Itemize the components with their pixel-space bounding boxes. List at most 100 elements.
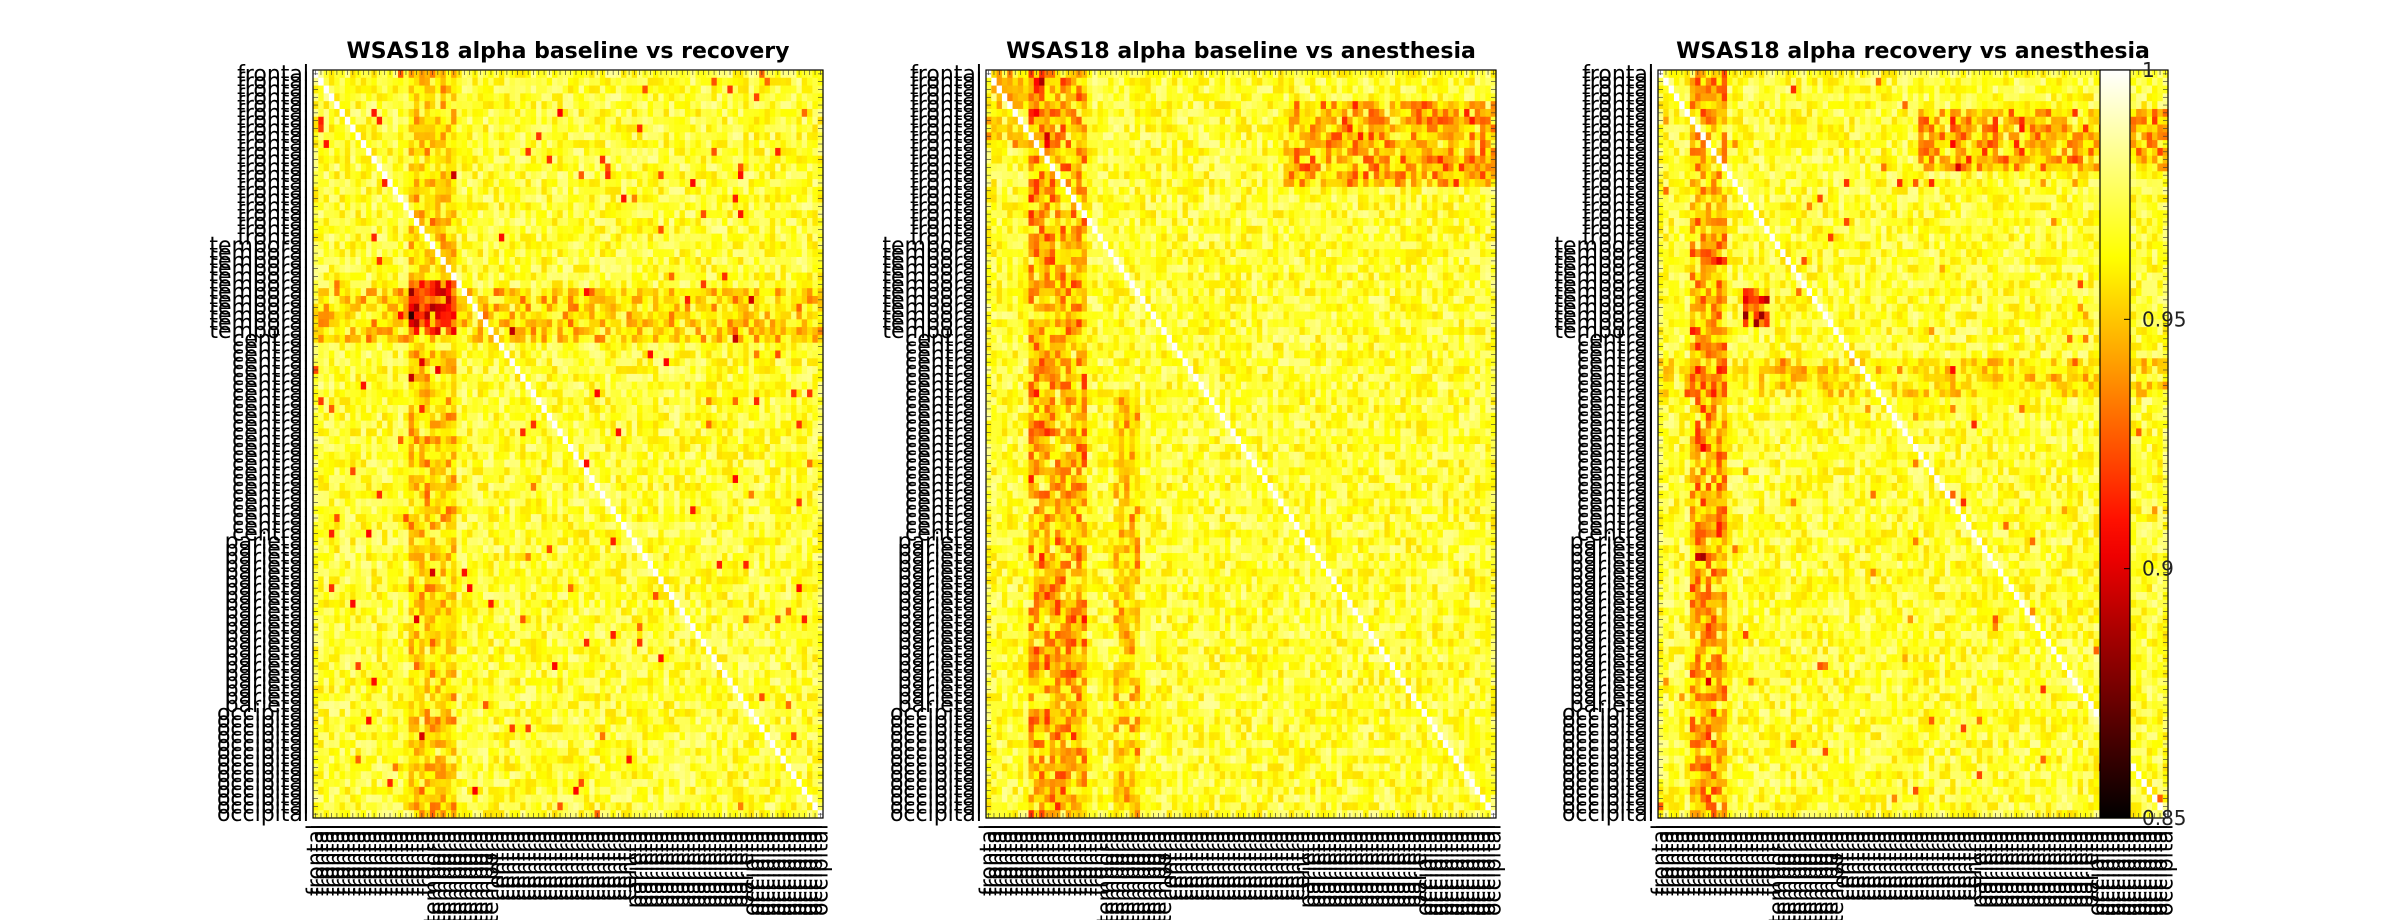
heatmap-cell <box>440 132 447 141</box>
heatmap-cell <box>578 233 585 243</box>
heatmap-cell <box>663 225 670 235</box>
heatmap-cell <box>504 85 511 94</box>
heatmap-cell <box>339 257 346 266</box>
heatmap-cell <box>738 210 744 219</box>
heatmap-cell <box>637 85 643 94</box>
heatmap-cell <box>653 319 659 328</box>
heatmap-cell <box>472 155 479 165</box>
heatmap-cell <box>716 311 723 320</box>
heatmap-cell <box>440 436 447 445</box>
heatmap-cell <box>472 467 479 476</box>
heatmap-cell <box>599 327 606 336</box>
heatmap-cell <box>525 420 532 430</box>
heatmap-cell <box>541 108 548 118</box>
heatmap-cell <box>376 272 383 281</box>
heatmap-cell <box>642 202 649 211</box>
heatmap-cell <box>626 428 633 437</box>
heatmap-cell <box>398 350 404 359</box>
heatmap-cell <box>541 381 548 391</box>
heatmap-cell <box>456 288 463 297</box>
heatmap-cell <box>350 358 357 367</box>
heatmap-cell <box>695 241 702 250</box>
heatmap-cell <box>318 350 325 359</box>
heatmap-cell <box>536 241 543 250</box>
heatmap-cell <box>429 280 436 289</box>
heatmap-cell <box>334 467 341 476</box>
heatmap-cell <box>769 444 776 453</box>
heatmap-cell <box>631 366 638 375</box>
heatmap-cell <box>445 342 452 352</box>
heatmap-cell <box>323 101 330 110</box>
heatmap-cell <box>626 389 633 398</box>
heatmap-cell <box>366 202 373 211</box>
heatmap-cell <box>424 186 431 196</box>
heatmap-cell <box>568 257 574 266</box>
heatmap-cell <box>722 179 728 188</box>
heatmap-cell <box>483 77 489 87</box>
heatmap-cell <box>684 171 691 180</box>
heatmap-cell <box>424 233 431 243</box>
heatmap-cell <box>732 342 739 352</box>
heatmap-cell <box>653 101 659 110</box>
heatmap-cell <box>626 405 633 414</box>
heatmap-cell <box>419 147 426 157</box>
heatmap-cell <box>684 77 691 87</box>
heatmap-cell <box>684 264 691 274</box>
heatmap-cell <box>355 397 362 406</box>
heatmap-cell <box>350 272 357 281</box>
heatmap-cell <box>812 77 819 87</box>
heatmap-cell <box>785 179 792 188</box>
heatmap-cell <box>743 93 750 102</box>
heatmap-cell <box>498 412 505 422</box>
heatmap-cell <box>557 85 564 94</box>
heatmap-cell <box>413 467 420 476</box>
heatmap-cell <box>759 147 766 157</box>
heatmap-cell <box>483 140 489 149</box>
heatmap-cell <box>732 171 739 180</box>
heatmap-cell <box>546 342 553 352</box>
heatmap-cell <box>732 319 739 328</box>
heatmap-cell <box>780 459 787 468</box>
heatmap-cell <box>764 412 771 422</box>
heatmap-cell <box>514 397 521 406</box>
heatmap-cell <box>403 218 410 227</box>
heatmap-cell <box>631 280 638 289</box>
heatmap-cell <box>690 225 697 235</box>
heatmap-cell <box>525 233 532 243</box>
heatmap-cell <box>706 132 713 141</box>
heatmap-cell <box>366 389 373 398</box>
heatmap-cell <box>583 436 590 445</box>
heatmap-cell <box>435 366 442 375</box>
heatmap-cell <box>323 475 330 484</box>
heatmap-cell <box>339 179 346 188</box>
heatmap-cell <box>461 163 468 172</box>
heatmap-cell <box>568 366 574 375</box>
heatmap-cell <box>583 210 590 219</box>
heatmap-cell <box>615 101 622 110</box>
heatmap-cell <box>371 366 378 375</box>
heatmap-cell <box>668 381 675 391</box>
heatmap-cell <box>615 295 622 305</box>
heatmap-cell <box>743 311 750 320</box>
heatmap-cell <box>424 147 431 157</box>
heatmap-cell <box>722 451 728 461</box>
heatmap-cell <box>663 397 670 406</box>
heatmap-cell <box>748 132 755 141</box>
heatmap-cell <box>637 358 643 367</box>
heatmap-cell <box>318 467 325 476</box>
heatmap-cell <box>557 342 564 352</box>
heatmap-cell <box>488 202 495 211</box>
heatmap-cell <box>557 459 564 468</box>
heatmap-cell <box>615 397 622 406</box>
heatmap-cell <box>382 194 388 204</box>
heatmap-cell <box>791 116 798 126</box>
heatmap-cell <box>541 116 548 126</box>
heatmap-cell <box>674 444 681 453</box>
heatmap-cell <box>552 342 558 352</box>
heatmap-cell <box>663 186 670 196</box>
heatmap-cell <box>334 397 341 406</box>
heatmap-cell <box>498 202 505 211</box>
heatmap-cell <box>610 288 617 297</box>
heatmap-cell <box>398 319 404 328</box>
heatmap-cell <box>546 93 553 102</box>
